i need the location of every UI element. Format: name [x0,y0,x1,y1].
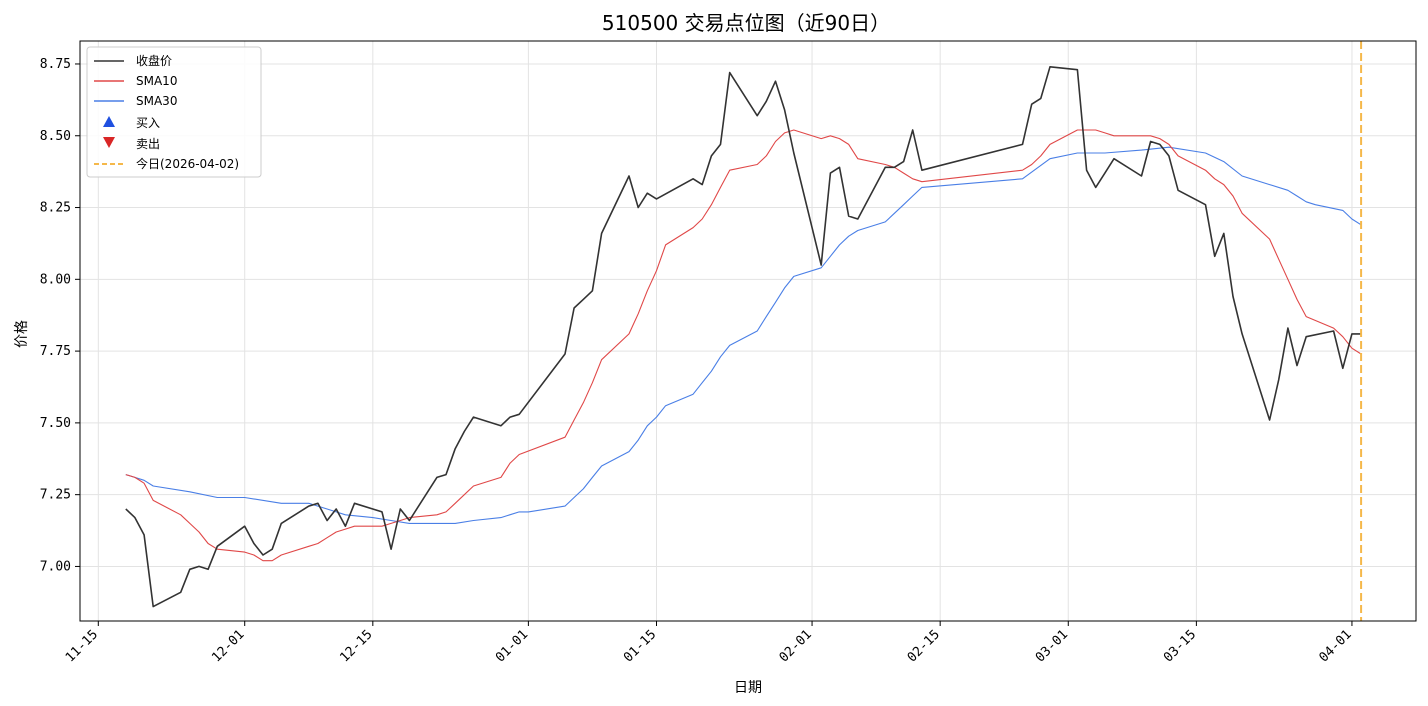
grid [80,41,1416,621]
y-tick-label: 7.00 [40,559,71,574]
y-tick-label: 8.75 [40,57,71,72]
x-ticks: 11-15 12-01 12-15 01-01 01-15 02-01 02-15 03-01… [63,621,1355,666]
legend-buy-marker [103,116,115,127]
legend-label-sell: 卖出 [136,137,160,151]
y-tick-label: 8.50 [40,129,71,144]
x-tick-label: 12-01 [209,627,247,665]
y-tick-label: 7.75 [40,344,71,359]
legend-label-buy: 买入 [136,116,160,130]
y-axis-label: 价格 [14,320,30,348]
series-line-收盘价 [125,66,1362,608]
series-line-SMA10 [125,129,1362,562]
series-line-SMA30 [125,146,1362,524]
legend-label-sma30: SMA30 [136,94,177,108]
legend-label-sma10: SMA10 [136,74,177,88]
x-tick-label: 03-15 [1161,627,1199,665]
y-tick-label: 7.25 [40,488,71,503]
x-tick-label: 02-15 [905,627,943,665]
legend-box [86,46,262,178]
x-tick-label: 12-15 [337,627,375,665]
x-tick-label: 02-01 [777,627,815,665]
legend: 收盘价 SMA10 SMA30 买入 卖出 今日(2026-04-02) [86,46,262,178]
y-tick-label: 7.50 [40,416,71,431]
x-tick-label: 11-15 [63,627,101,665]
x-tick-label: 01-15 [621,627,659,665]
x-tick-label: 04-01 [1316,627,1354,665]
x-tick-label: 03-01 [1033,627,1071,665]
x-tick-label: 01-01 [493,627,531,665]
legend-label-close: 收盘价 [136,53,172,68]
y-tick-label: 8.25 [40,201,71,216]
y-tick-label: 8.00 [40,272,71,287]
x-axis-label: 日期 [734,680,762,696]
legend-sell-marker [103,137,115,148]
series-layer [125,66,1362,608]
y-ticks: 7.00 7.25 7.50 7.75 8.00 8.25 8.50 8.75 [40,57,80,574]
legend-label-today: 今日(2026-04-02) [136,156,239,171]
chart-title: 510500 交易点位图（近90日） [602,11,890,35]
plot-frame [79,40,1417,622]
